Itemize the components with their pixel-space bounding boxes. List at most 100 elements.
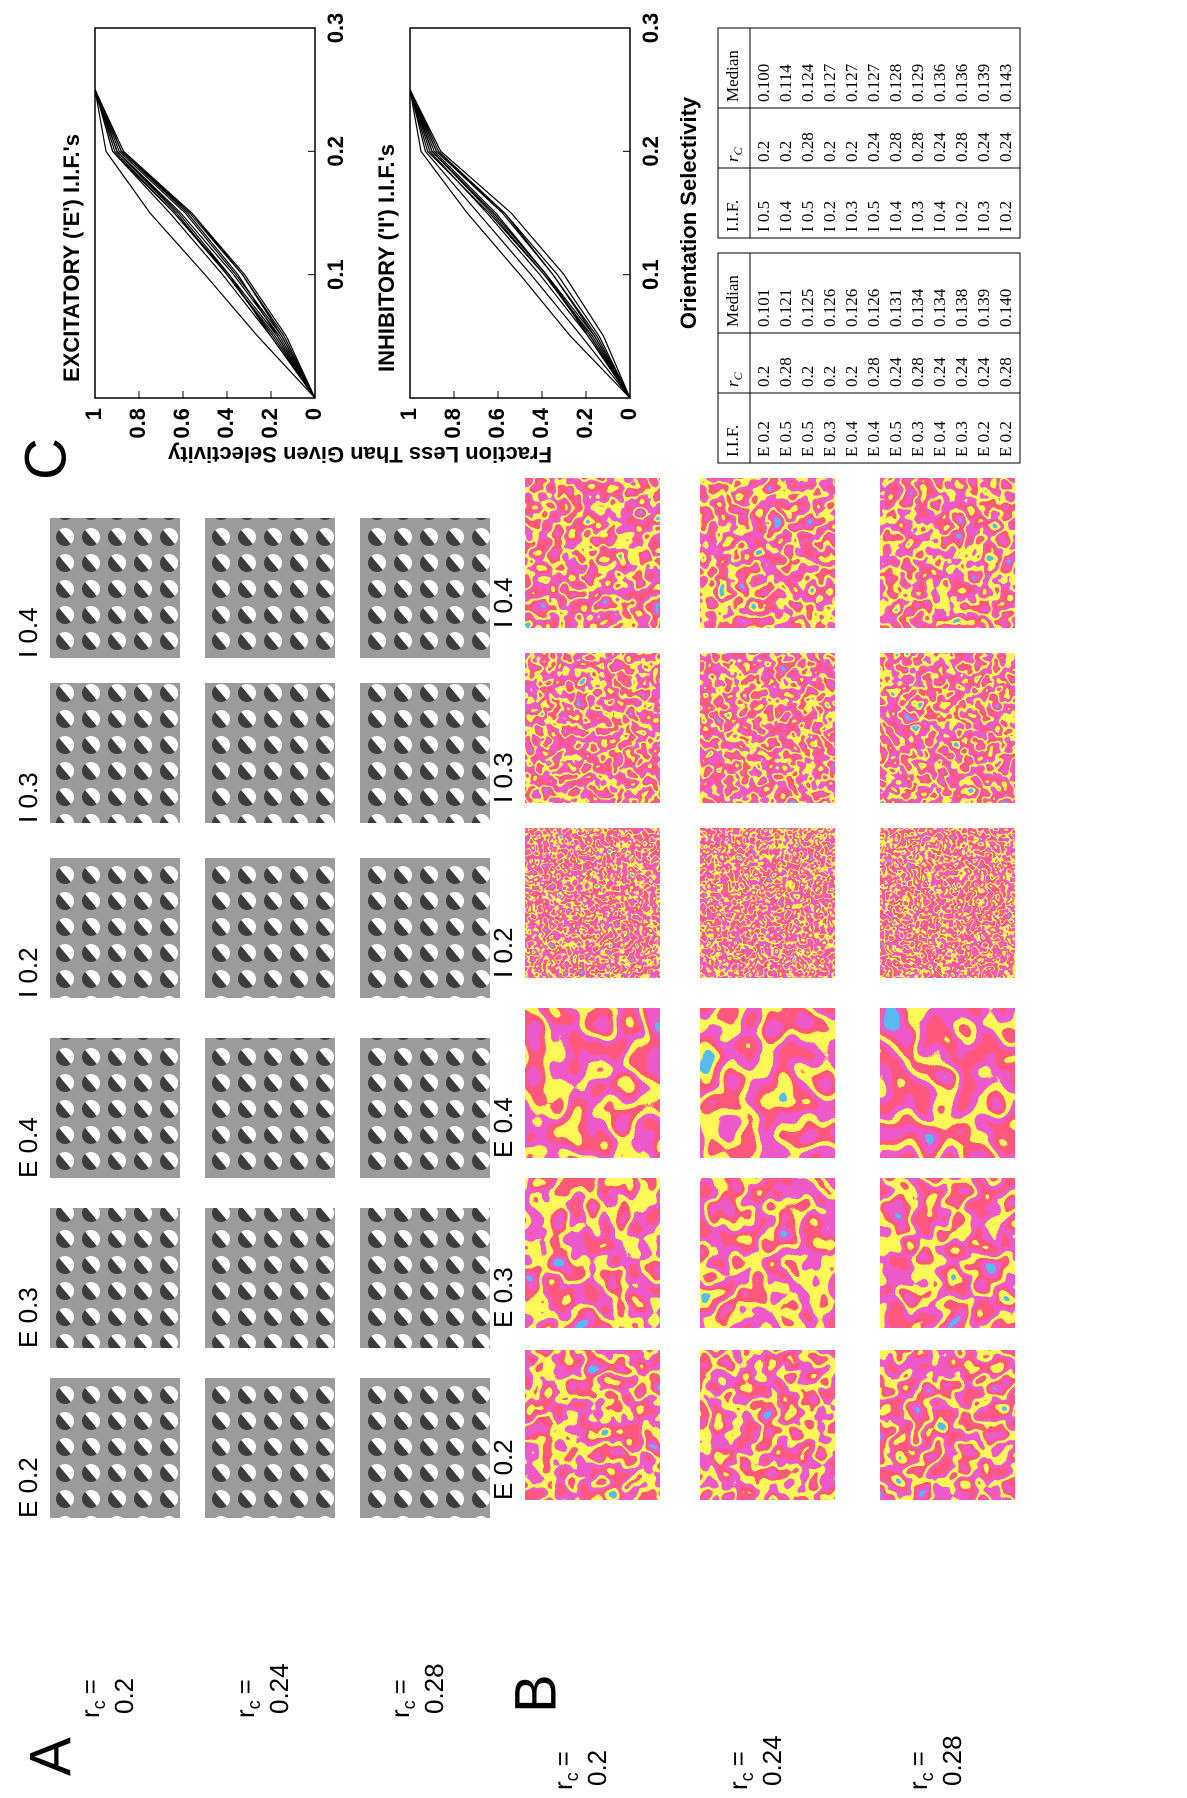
y-tick-label: 0.8 bbox=[125, 408, 150, 439]
orientation-map-tile bbox=[205, 518, 335, 658]
orientation-map-tile bbox=[50, 683, 180, 823]
orientation-map-tile bbox=[50, 858, 180, 998]
orientation-map-tile bbox=[360, 1378, 490, 1518]
table-cell: E 0.5 bbox=[776, 421, 795, 457]
color-map-tile bbox=[525, 828, 660, 978]
table-cell: I 0.5 bbox=[864, 201, 883, 232]
column-label: E 0.2 bbox=[488, 1439, 518, 1500]
y-tick-label: 0 bbox=[616, 408, 641, 420]
orientation-map-tile bbox=[205, 1378, 335, 1518]
color-map-tile bbox=[525, 1350, 660, 1500]
x-tick-label: 0.3 bbox=[323, 13, 348, 44]
panel-label: C bbox=[13, 438, 78, 480]
table-cell: 0.28 bbox=[908, 357, 927, 387]
table-cell: 0.140 bbox=[996, 289, 1015, 327]
table-cell: 0.100 bbox=[754, 64, 773, 102]
row-variable: r bbox=[75, 1709, 105, 1718]
y-tick-label: 0.4 bbox=[213, 407, 238, 438]
orientation-map-tile bbox=[205, 858, 335, 998]
table-cell: 0.134 bbox=[908, 288, 927, 327]
table-cell: 0.134 bbox=[930, 288, 949, 327]
table-cell: 0.28 bbox=[886, 132, 905, 162]
row-variable: r bbox=[723, 1781, 753, 1790]
header-subscript: C bbox=[731, 146, 745, 155]
header-text: I.I.F. bbox=[723, 200, 742, 232]
table-cell: E 0.2 bbox=[754, 421, 773, 457]
x-axis-label: Orientation Selectivity bbox=[676, 96, 701, 329]
orientation-map-tile bbox=[360, 858, 490, 998]
table-cell: I 0.2 bbox=[820, 201, 839, 232]
x-tick-label: 0.2 bbox=[638, 136, 663, 167]
table-cell: 0.127 bbox=[864, 63, 883, 102]
header-text: Median bbox=[723, 275, 742, 327]
table-cell: I 0.2 bbox=[996, 201, 1015, 232]
cdf-line bbox=[95, 90, 315, 398]
color-map-tile bbox=[880, 1008, 1015, 1158]
table-cell: 0.139 bbox=[974, 289, 993, 327]
row-variable: r bbox=[385, 1709, 415, 1718]
header-subscript: C bbox=[731, 371, 745, 380]
table-cell: 0.114 bbox=[776, 64, 795, 102]
table-cell: 0.24 bbox=[930, 132, 949, 162]
table-header: I.I.F. bbox=[723, 200, 742, 232]
table-cell: 0.28 bbox=[996, 357, 1015, 387]
table-cell: 0.24 bbox=[930, 357, 949, 387]
color-map-tile bbox=[525, 1178, 660, 1328]
table-cell: 0.28 bbox=[864, 357, 883, 387]
orientation-map-tile bbox=[360, 518, 490, 658]
x-tick-label: 0.1 bbox=[638, 259, 663, 290]
column-label: I 0.2 bbox=[13, 947, 43, 998]
x-tick-label: 0.2 bbox=[323, 136, 348, 167]
table-cell: 0.28 bbox=[798, 132, 817, 162]
table-cell: 0.2 bbox=[776, 141, 795, 162]
table-cell: 0.24 bbox=[996, 132, 1015, 162]
color-map-tile bbox=[700, 828, 835, 978]
orientation-map-tile bbox=[50, 518, 180, 658]
table-cell: 0.131 bbox=[886, 289, 905, 327]
color-map-tile bbox=[700, 1350, 835, 1500]
row-equals: = bbox=[75, 1679, 105, 1694]
row-subscript: c bbox=[737, 1772, 757, 1781]
row-subscript: c bbox=[562, 1772, 582, 1781]
table-cell: I 0.4 bbox=[776, 200, 795, 232]
y-axis-label: Fraction Less Than Given Selectivity bbox=[167, 442, 552, 467]
orientation-map-tile bbox=[205, 683, 335, 823]
table-cell: 0.129 bbox=[908, 64, 927, 102]
figure: AE 0.2E 0.3E 0.4I 0.2I 0.3I 0.4rc=0.2rc=… bbox=[0, 0, 1187, 1798]
row-value: 0.2 bbox=[109, 1678, 139, 1714]
orientation-map-tile bbox=[205, 1038, 335, 1178]
table-cell: 0.138 bbox=[952, 289, 971, 327]
column-label: I 0.4 bbox=[13, 607, 43, 658]
row-equals: = bbox=[385, 1679, 415, 1694]
orientation-map-tile bbox=[50, 1038, 180, 1178]
table-cell: 0.2 bbox=[842, 366, 861, 387]
table-cell: I 0.5 bbox=[798, 201, 817, 232]
row-label: rc = bbox=[548, 1751, 582, 1790]
table-header: Median bbox=[723, 275, 742, 327]
chart-title: EXCITATORY ('E') I.I.F.'s bbox=[59, 134, 84, 382]
table-cell: 0.139 bbox=[974, 64, 993, 102]
table-cell: E 0.4 bbox=[930, 421, 949, 457]
row-variable: r bbox=[548, 1781, 578, 1790]
header-text: I.I.F. bbox=[723, 425, 742, 457]
table-cell: I 0.2 bbox=[952, 201, 971, 232]
table-cell: 0.28 bbox=[952, 132, 971, 162]
row-equals: = bbox=[548, 1751, 578, 1766]
table-header: Median bbox=[723, 50, 742, 102]
row-label: rc= bbox=[385, 1679, 419, 1718]
header-text: Median bbox=[723, 50, 742, 102]
x-tick-label: 0.1 bbox=[323, 259, 348, 290]
color-map-tile bbox=[700, 653, 835, 803]
y-tick-label: 0.2 bbox=[257, 408, 282, 439]
y-tick-label: 0.6 bbox=[169, 408, 194, 439]
y-tick-label: 0.8 bbox=[440, 408, 465, 439]
table-cell: I 0.3 bbox=[974, 201, 993, 232]
row-equals: = bbox=[230, 1679, 260, 1694]
table-cell: 0.127 bbox=[842, 63, 861, 102]
row-value: 0.2 bbox=[582, 1750, 612, 1786]
cdf-line bbox=[410, 90, 630, 398]
table-cell: 0.28 bbox=[908, 132, 927, 162]
color-map-tile bbox=[700, 1178, 835, 1328]
table-cell: 0.24 bbox=[974, 132, 993, 162]
